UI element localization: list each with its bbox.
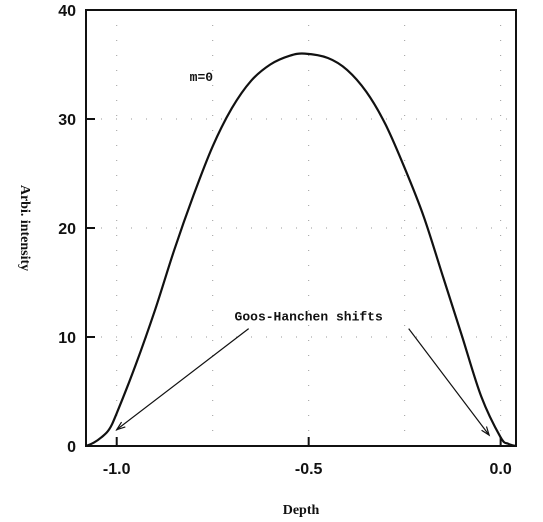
annotation-m0: m=0 (190, 70, 214, 85)
annotation-arrow-line (408, 328, 490, 436)
y-axis-title: Arbi. intensity (17, 185, 32, 271)
x-tick-labels: -1.0 -0.5 0.0 (103, 461, 512, 478)
y-tick-label: 0 (67, 439, 76, 456)
y-tick-label: 30 (58, 112, 76, 129)
x-tick-label: -1.0 (103, 461, 131, 478)
y-tick-labels: 0 10 20 30 40 (58, 3, 76, 456)
y-tick-label: 20 (58, 221, 76, 238)
axis-ticks (86, 9, 502, 447)
annotation-arrow-head (481, 426, 491, 437)
y-tick-label: 10 (58, 330, 76, 347)
x-axis-title: Depth (283, 503, 320, 518)
annotation-goos-hanchen: Goos-Hanchen shifts (235, 310, 383, 325)
plot-frame (85, 9, 517, 447)
y-tick-label: 40 (58, 3, 76, 20)
annotation-arrow-head (115, 421, 126, 431)
x-tick-label: 0.0 (490, 461, 512, 478)
intensity-curve (85, 52, 517, 448)
annotation-arrow-line (116, 328, 250, 431)
x-tick-label: -0.5 (295, 461, 323, 478)
grid-lines (86, 10, 516, 446)
annotation-arrows (115, 328, 491, 437)
